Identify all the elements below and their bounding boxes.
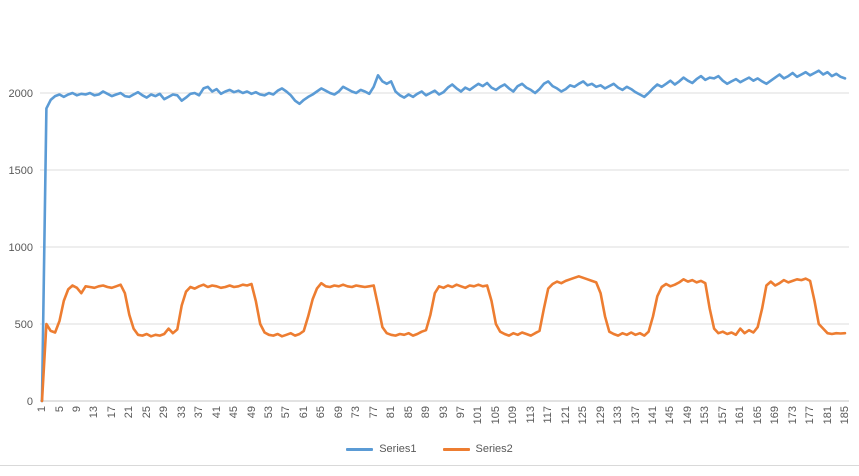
- x-tick-label: 141: [647, 406, 659, 425]
- y-tick-label: 0: [27, 396, 33, 408]
- series2-swatch: [442, 447, 470, 451]
- x-tick-label: 101: [472, 406, 485, 425]
- x-tick-label: 1: [36, 406, 48, 413]
- legend-item-series2[interactable]: Series2: [442, 443, 513, 455]
- x-tick-label: 137: [629, 406, 642, 425]
- x-tick-label: 21: [123, 406, 136, 419]
- x-tick-label: 177: [804, 406, 817, 425]
- x-tick-label: 17: [105, 406, 118, 419]
- x-tick-label: 49: [245, 406, 258, 419]
- x-tick-label: 65: [315, 406, 328, 419]
- x-tick-label: 13: [88, 406, 101, 419]
- x-tick-label: 169: [769, 406, 782, 425]
- y-tick-label: 500: [15, 319, 33, 331]
- x-tick-label: 97: [455, 406, 467, 419]
- x-tick-label: 57: [280, 406, 293, 419]
- y-tick-label: 1500: [9, 165, 33, 177]
- x-tick-label: 93: [437, 406, 450, 419]
- x-tick-label: 37: [193, 406, 206, 419]
- x-tick-label: 185: [839, 406, 851, 425]
- x-tick-label: 133: [612, 406, 625, 425]
- series1-line[interactable]: [40, 69, 847, 403]
- x-tick-label: 125: [577, 406, 590, 425]
- chart-legend: Series1 Series2: [0, 443, 859, 455]
- x-tick-label: 9: [70, 406, 83, 413]
- x-tick-label: 45: [228, 406, 240, 419]
- x-tick-label: 173: [786, 406, 799, 425]
- y-tick-label: 1000: [9, 242, 33, 254]
- x-tick-label: 145: [664, 406, 677, 425]
- x-tick-label: 41: [210, 406, 223, 419]
- legend-label-series1: Series1: [379, 443, 417, 455]
- x-tick-label: 109: [507, 406, 520, 425]
- x-tick-label: 29: [158, 406, 171, 419]
- chart-bottom-border: [0, 465, 859, 466]
- x-tick-label: 165: [751, 406, 764, 425]
- x-tick-label: 25: [140, 406, 153, 419]
- y-tick-label: 2000: [9, 88, 33, 100]
- x-tick-label: 81: [385, 406, 398, 419]
- x-tick-label: 77: [367, 406, 380, 419]
- x-tick-label: 73: [350, 406, 363, 419]
- x-tick-label: 161: [734, 406, 747, 425]
- x-tick-label: 5: [53, 406, 66, 413]
- x-tick-label: 105: [489, 406, 502, 425]
- x-tick-label: 33: [175, 406, 188, 419]
- legend-item-series1[interactable]: Series1: [346, 443, 417, 455]
- x-tick-label: 129: [594, 406, 607, 425]
- series1-swatch: [346, 447, 374, 451]
- x-tick-label: 53: [262, 406, 275, 419]
- x-tick-label: 85: [402, 406, 415, 419]
- x-tick-label: 121: [559, 406, 572, 425]
- x-tick-label: 149: [681, 406, 694, 425]
- x-tick-label: 61: [297, 406, 310, 419]
- x-tick-label: 89: [420, 406, 432, 419]
- legend-label-series2: Series2: [475, 443, 513, 455]
- x-tick-label: 69: [332, 406, 345, 419]
- x-tick-label: 117: [542, 406, 555, 424]
- series2-line[interactable]: [40, 274, 847, 403]
- x-tick-label: 181: [821, 406, 834, 425]
- x-tick-label: 113: [524, 406, 537, 424]
- x-tick-label: 153: [699, 406, 712, 425]
- x-tick-label: 157: [716, 406, 729, 425]
